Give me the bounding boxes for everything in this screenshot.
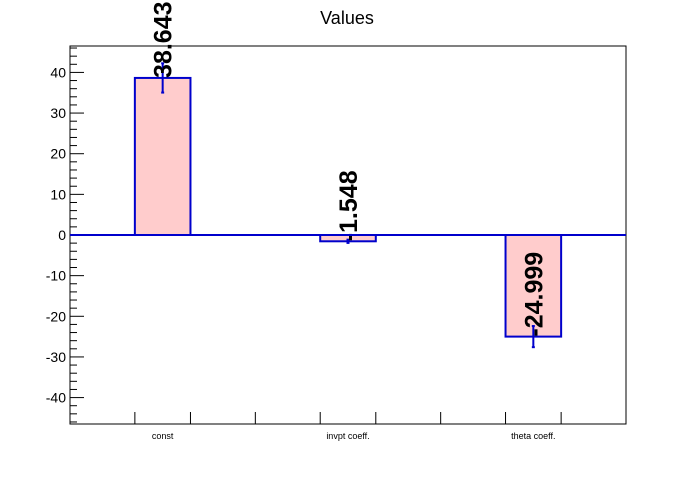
data-label: -24.999 — [520, 252, 548, 337]
bar — [133, 76, 192, 236]
y-tick-label: -30 — [46, 349, 66, 365]
y-tick-label: -20 — [46, 308, 66, 324]
category-label: theta coeff. — [511, 431, 555, 441]
y-tick-label: 40 — [50, 64, 66, 80]
category-label: invpt coeff. — [326, 431, 369, 441]
data-label: 38.643 — [150, 1, 178, 77]
data-label: -1.548 — [335, 170, 363, 241]
y-tick-label: 10 — [50, 186, 66, 202]
y-tick-label: 0 — [58, 227, 66, 243]
y-tick-label: 20 — [50, 146, 66, 162]
y-tick-label: 30 — [50, 105, 66, 121]
y-tick-label: -40 — [46, 390, 66, 406]
plot-area: -40 -30 -20 -10 0 10 20 30 40 const 38.643 invpt co… — [46, 1, 627, 441]
category-label: const — [152, 431, 174, 441]
chart-title: Values — [320, 8, 374, 28]
y-tick-label: -10 — [46, 268, 66, 284]
